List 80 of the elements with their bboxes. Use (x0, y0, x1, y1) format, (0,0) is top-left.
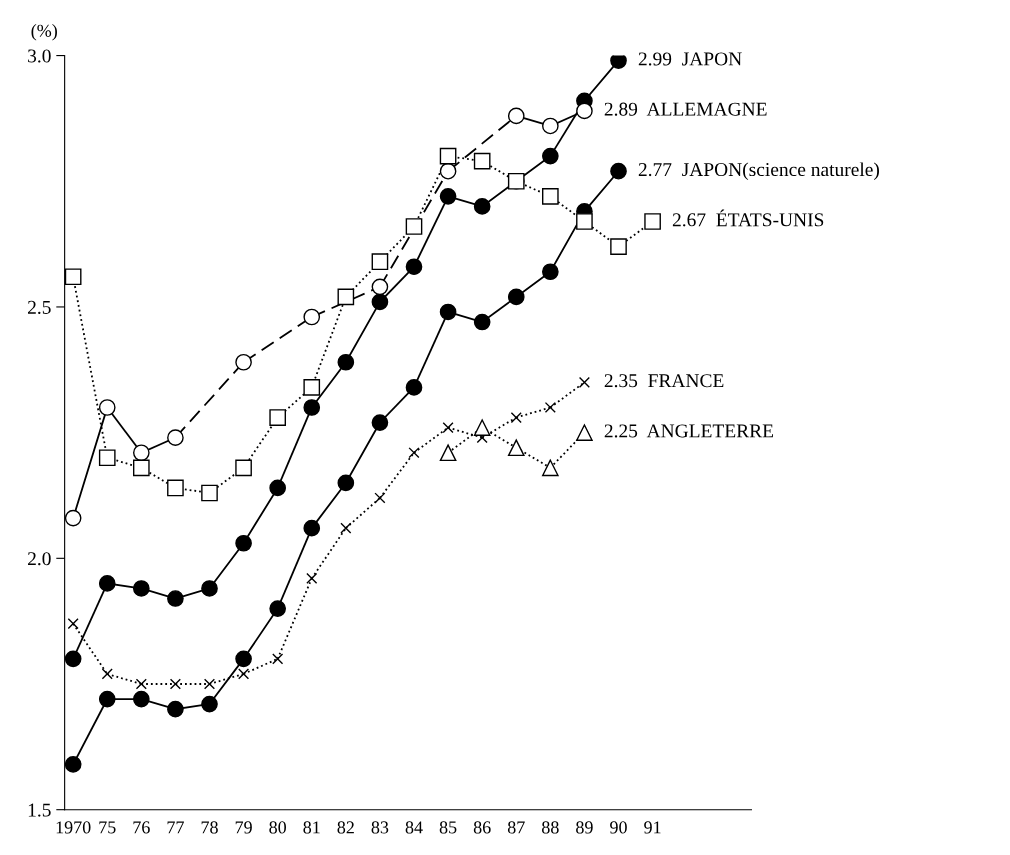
point (337, 474, 355, 492)
point (473, 152, 491, 170)
x-tick-label: 82 (337, 821, 354, 834)
x-tick-label: 76 (133, 821, 150, 834)
x-tick-label: 90 (610, 821, 627, 834)
x-tick-label: 80 (269, 821, 287, 834)
point (64, 650, 82, 668)
point (374, 492, 386, 504)
point (238, 668, 250, 680)
point (610, 55, 627, 69)
text: 2.67 ÉTATS-UNIS (672, 209, 824, 227)
point (201, 695, 218, 713)
point (169, 678, 181, 690)
point (578, 376, 590, 388)
point (132, 690, 150, 708)
point (405, 218, 423, 235)
point (337, 288, 355, 306)
text: 2.25 ANGLETERRE (604, 424, 774, 438)
point (473, 198, 491, 215)
point (473, 313, 491, 331)
x-tick-label: 91 (644, 821, 661, 834)
point (64, 756, 82, 773)
point (272, 653, 284, 665)
point (135, 678, 147, 690)
point (167, 700, 184, 718)
x-tick-label: 83 (371, 821, 389, 834)
point (371, 414, 389, 431)
x-tick-label: 79 (235, 821, 252, 834)
point (510, 411, 522, 424)
point (269, 600, 287, 617)
x-tick-label: 89 (576, 821, 593, 834)
point (371, 293, 389, 311)
point (203, 678, 216, 690)
x-tick-label: 84 (405, 821, 423, 834)
point (269, 479, 287, 497)
point (306, 572, 318, 584)
point (544, 401, 556, 414)
point (201, 580, 218, 597)
point (98, 690, 116, 708)
point (101, 668, 113, 680)
x-tick-label: 86 (473, 821, 491, 834)
point (542, 147, 559, 165)
point (340, 522, 352, 534)
y-tick-label: 1.5 (28, 803, 51, 817)
point (576, 213, 593, 230)
y-tick-label: 2.5 (27, 300, 51, 314)
text: 2.35 FRANCE (604, 374, 724, 388)
point (337, 353, 355, 371)
x-tick-label: 88 (542, 821, 559, 834)
point (439, 303, 457, 321)
point (610, 162, 627, 180)
x-tick-label: 85 (439, 821, 457, 834)
x-tick-label: 75 (99, 821, 116, 834)
point (439, 147, 457, 165)
y-axis-title: (%) (31, 24, 57, 41)
text: 2.77 JAPON(science naturele) (638, 162, 879, 181)
text: 2.89 ALLEMAGNE (604, 102, 767, 116)
point (542, 263, 559, 281)
point (303, 399, 321, 416)
point (439, 188, 457, 205)
x-tick-label: 77 (167, 821, 184, 834)
point (405, 258, 423, 276)
point (132, 580, 150, 597)
point (67, 618, 79, 630)
point (235, 534, 252, 552)
point (507, 288, 525, 306)
point (98, 575, 116, 592)
point (167, 590, 184, 607)
point (303, 519, 321, 537)
x-tick-label: 1970 (56, 821, 91, 834)
x-tick-label: 87 (507, 821, 525, 834)
point (235, 650, 252, 668)
point (408, 447, 420, 459)
x-tick-label: 81 (303, 821, 320, 834)
y-tick-label: 2.0 (27, 552, 51, 566)
point (442, 422, 454, 434)
point (405, 379, 423, 396)
y-tick-label: 3.0 (28, 49, 51, 63)
x-tick-label: 78 (201, 821, 218, 834)
text: 2.99 JAPON (638, 52, 742, 66)
